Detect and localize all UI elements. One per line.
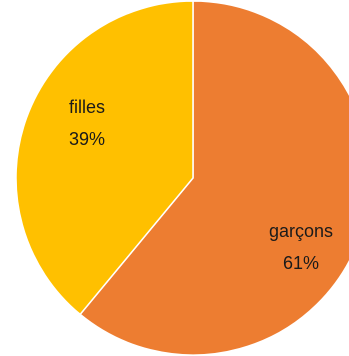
slice-label-filles: filles: [69, 97, 105, 117]
pie-slices: [15, 0, 349, 356]
slice-value-garcons: 61%: [283, 253, 319, 273]
slice-value-filles: 39%: [69, 129, 105, 149]
pie-labels: garçons 61% filles 39%: [69, 97, 333, 273]
slice-label-garcons: garçons: [269, 221, 333, 241]
pie-slice-filles: [15, 0, 194, 316]
pie-slice-garcons: [79, 0, 349, 356]
